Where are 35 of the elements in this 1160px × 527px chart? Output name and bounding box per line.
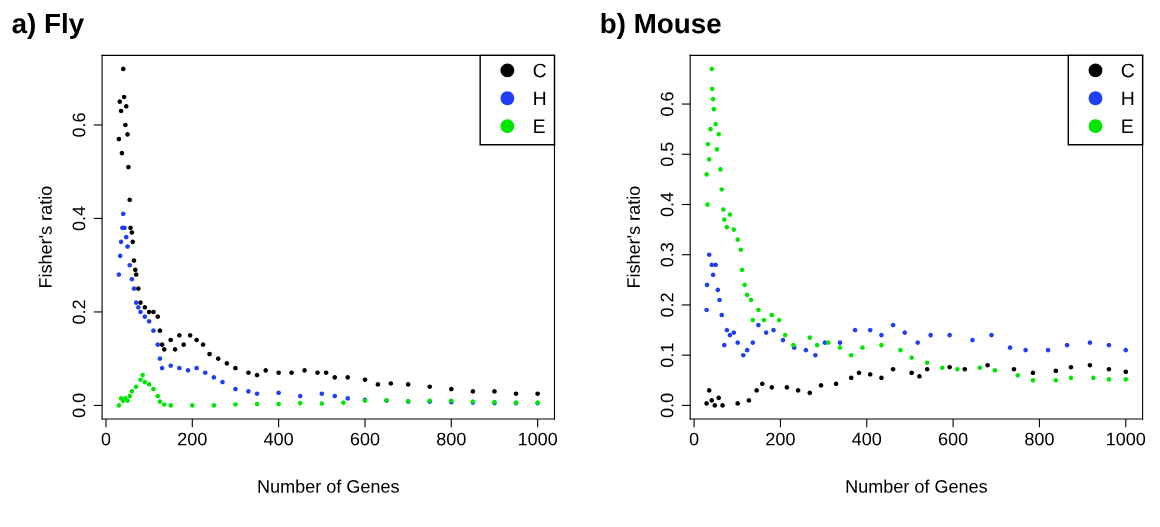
x-tick-label: 200	[766, 432, 795, 446]
y-tick-label: 0.6	[660, 92, 674, 116]
x-axis-title: Number of Genes	[846, 479, 988, 493]
y-tick-label: 0.1	[660, 343, 674, 368]
y-tick-label: 0.3	[660, 242, 674, 267]
y-axis-title: Fisher's ratio	[626, 186, 640, 288]
y-tick-label: 0.2	[72, 300, 86, 324]
legend-label: E	[534, 119, 545, 133]
x-tick-label: 0	[689, 432, 699, 446]
legend-label: H	[534, 91, 546, 106]
x-tick-label: 400	[263, 432, 293, 446]
x-tick-label: 1000	[518, 432, 558, 446]
x-tick-label: 800	[437, 432, 466, 446]
x-axis-title: Number of Genes	[258, 479, 399, 493]
y-axis-title: Fisher's ratio	[38, 186, 52, 288]
x-tick-label: 600	[938, 432, 968, 446]
y-tick-label: 0.4	[72, 206, 86, 231]
x-tick-label: 400	[852, 432, 882, 446]
y-tick-label: 0.5	[660, 142, 674, 167]
y-tick-label: 0.0	[72, 393, 86, 418]
legend-label: E	[1122, 119, 1133, 133]
legend-label: C	[1121, 63, 1135, 78]
chart-title: b) Mouse	[601, 12, 721, 39]
y-tick-label: 0.2	[660, 293, 674, 317]
legend-label: C	[533, 63, 546, 78]
y-tick-label: 0.0	[660, 393, 674, 418]
chart-title: a) Fly	[12, 12, 84, 39]
y-tick-label: 0.4	[660, 192, 674, 217]
x-tick-label: 600	[350, 432, 380, 446]
x-tick-label: 200	[178, 432, 207, 446]
x-tick-label: 1000	[1107, 432, 1146, 446]
y-tick-label: 0.6	[72, 113, 86, 137]
x-tick-label: 800	[1025, 432, 1054, 446]
legend-label: H	[1122, 91, 1134, 106]
x-tick-label: 0	[101, 432, 111, 446]
